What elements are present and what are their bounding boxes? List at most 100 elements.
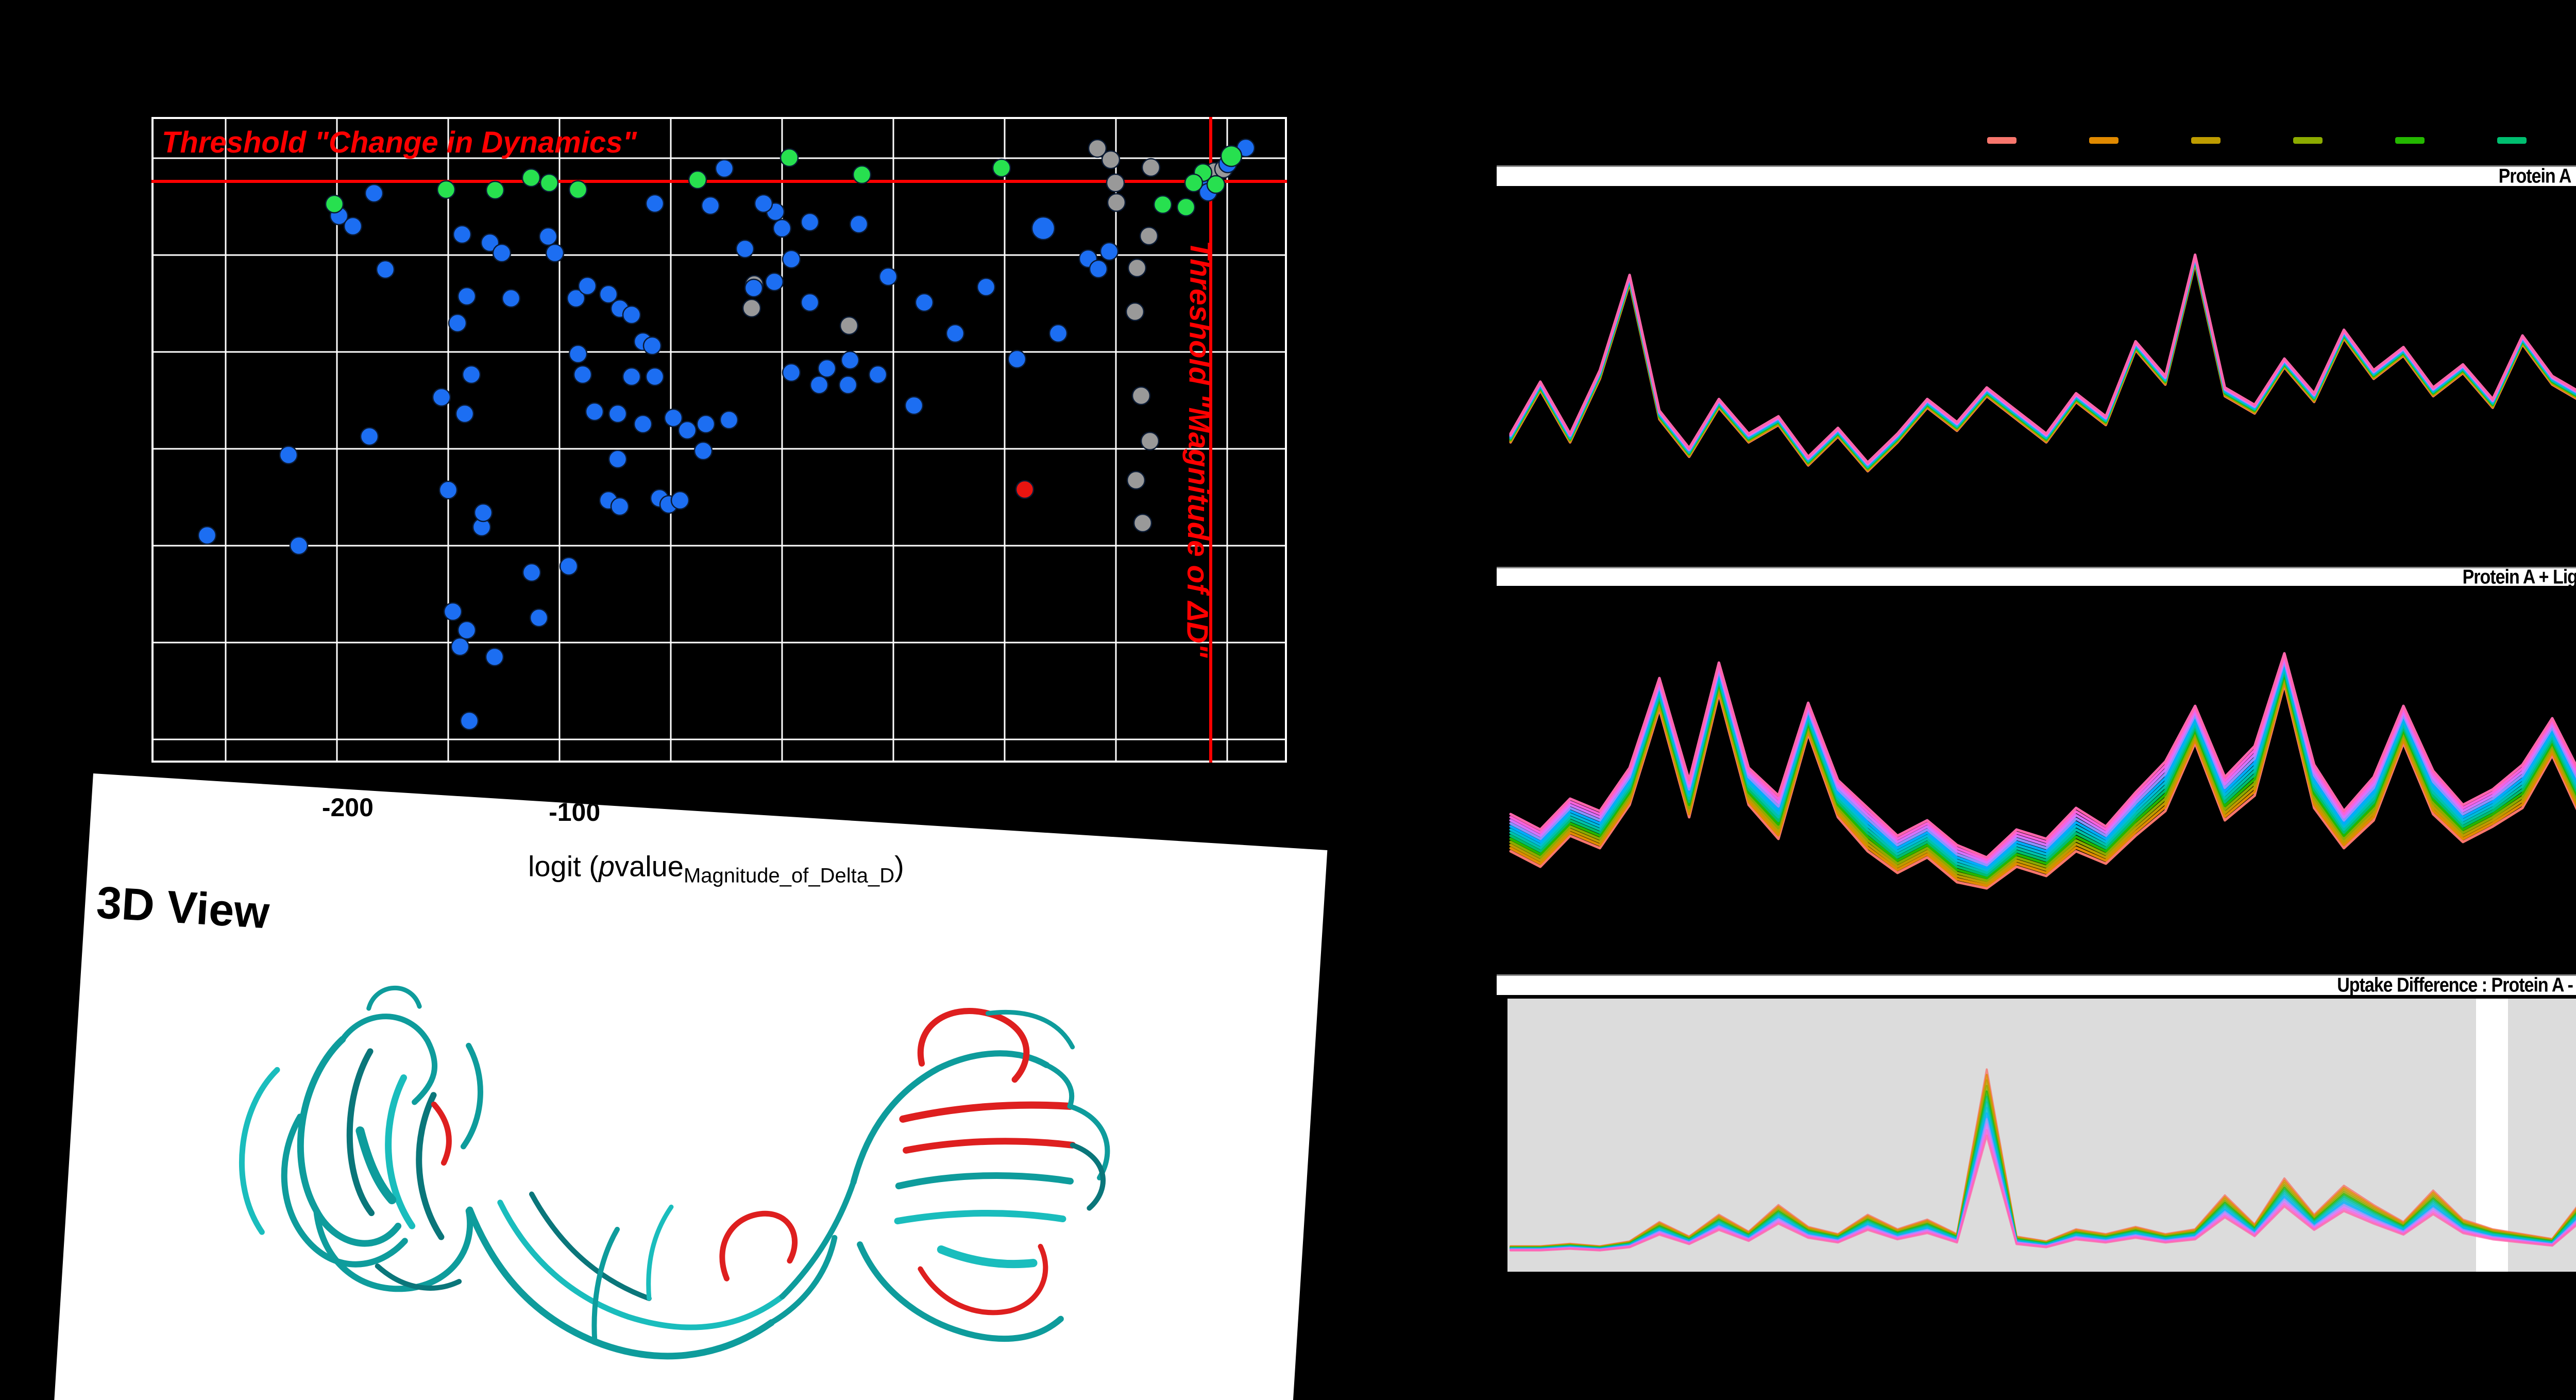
scatter-point-blue[interactable] [289, 536, 309, 555]
scatter-point-blue[interactable] [452, 225, 472, 244]
scatter-point-gray[interactable] [1133, 513, 1153, 533]
scatter-point-blue[interactable] [460, 711, 479, 731]
scatter-point-blue[interactable] [664, 408, 683, 428]
scatter-point-blue[interactable] [800, 293, 820, 312]
scatter-point-blue[interactable] [765, 272, 784, 292]
scatter-point-blue[interactable] [772, 218, 792, 238]
scatter-point-blue[interactable] [438, 480, 458, 500]
uptake-series-line[interactable] [1509, 626, 2576, 859]
scatter-point-blue[interactable] [360, 427, 379, 446]
scatter-point-blue[interactable] [364, 183, 384, 203]
scatter-point-green[interactable] [568, 180, 588, 199]
scatter-point-blue[interactable] [817, 359, 837, 378]
scatter-point-blue[interactable] [608, 404, 628, 424]
uptake-series-line[interactable] [1509, 636, 2576, 869]
uptake-series-line[interactable] [1509, 638, 2576, 872]
scatter-point-blue[interactable] [529, 608, 549, 628]
scatter-point-blue[interactable] [782, 249, 801, 269]
scatter-point-blue[interactable] [585, 402, 604, 421]
scatter-point-gray[interactable] [1125, 302, 1145, 322]
scatter-point-blue[interactable] [800, 212, 820, 232]
scatter-point-blue[interactable] [455, 404, 474, 424]
scatter-point-blue[interactable] [578, 276, 597, 296]
uptake-difference-chart[interactable] [1504, 994, 2576, 1278]
scatter-point-blue[interactable] [559, 556, 579, 576]
scatter-point-gray[interactable] [1127, 258, 1147, 278]
scatter-point-blue[interactable] [480, 233, 500, 252]
uptake-series-line[interactable] [1509, 644, 2576, 877]
uptake-series-line[interactable] [1509, 651, 2576, 885]
scatter-point-blue[interactable] [501, 289, 521, 308]
scatter-point-blue[interactable] [904, 396, 924, 415]
scatter-point-green[interactable] [436, 180, 456, 199]
scatter-point-blue[interactable] [677, 420, 697, 440]
scatter-point-green[interactable] [485, 180, 505, 200]
scatter-point-blue[interactable] [878, 267, 898, 286]
scatter-point-blue[interactable] [1048, 324, 1068, 343]
scatter-point-green[interactable] [779, 148, 799, 167]
scatter-point-green[interactable] [1184, 173, 1204, 193]
legend-swatch[interactable] [2191, 137, 2221, 144]
scatter-point-blue[interactable] [462, 365, 481, 384]
scatter-point-blue[interactable] [809, 375, 829, 395]
scatter-point-blue[interactable] [376, 260, 395, 279]
scatter-point-green[interactable] [325, 194, 344, 214]
scatter-point-blue[interactable] [849, 214, 869, 234]
legend-swatch[interactable] [2497, 137, 2527, 144]
scatter-point-blue[interactable] [622, 305, 641, 325]
scatter-point-blue[interactable] [568, 344, 588, 364]
scatter-point-blue[interactable] [696, 414, 716, 434]
scatter-point-blue[interactable] [599, 284, 618, 304]
scatter-point-blue[interactable] [645, 194, 665, 213]
scatter-point-blue[interactable] [701, 196, 720, 215]
scatter-point-green[interactable] [1176, 197, 1196, 217]
uptake-series-line[interactable] [1509, 646, 2576, 880]
scatter-point-gray[interactable] [1140, 431, 1160, 451]
volcano-plot-canvas[interactable] [151, 117, 1287, 763]
scatter-point-gray[interactable] [1088, 139, 1107, 158]
scatter-point-blue[interactable] [279, 445, 298, 465]
legend-swatch[interactable] [2089, 137, 2119, 144]
scatter-point-green[interactable] [992, 158, 1011, 178]
scatter-point-blue[interactable] [492, 243, 512, 263]
scatter-point-red[interactable] [1015, 480, 1035, 499]
scatter-point-blue[interactable] [670, 491, 690, 510]
scatter-point-blue[interactable] [443, 602, 463, 621]
scatter-point-blue[interactable] [545, 243, 565, 263]
scatter-point-gray[interactable] [1101, 150, 1121, 170]
scatter-point-blue[interactable] [1031, 216, 1056, 241]
scatter-point-blue[interactable] [485, 647, 504, 667]
scatter-point-blue[interactable] [838, 375, 858, 395]
legend-swatch[interactable] [2395, 137, 2425, 144]
scatter-point-blue[interactable] [538, 227, 558, 246]
scatter-point-green[interactable] [1153, 195, 1173, 214]
scatter-point-blue[interactable] [754, 194, 773, 213]
uptake-series-line[interactable] [1509, 631, 2576, 864]
scatter-point-blue[interactable] [450, 637, 470, 656]
scatter-point-gray[interactable] [1139, 226, 1159, 246]
scatter-point-gray[interactable] [1107, 193, 1126, 212]
uptake-series-line[interactable] [1509, 243, 2576, 464]
scatter-point-blue[interactable] [976, 277, 996, 297]
scatter-point-blue[interactable] [693, 441, 713, 461]
scatter-point-green[interactable] [539, 173, 559, 193]
scatter-point-blue[interactable] [633, 414, 653, 434]
uptake-series-line[interactable] [1509, 628, 2576, 862]
scatter-point-blue[interactable] [610, 497, 630, 516]
scatter-point-gray[interactable] [1141, 158, 1161, 177]
protein-ribbon[interactable] [124, 932, 1235, 1400]
legend-swatch[interactable] [1987, 137, 2016, 144]
scatter-point-blue[interactable] [573, 365, 592, 384]
scatter-point-blue[interactable] [744, 278, 764, 298]
scatter-point-blue[interactable] [715, 159, 734, 178]
scatter-point-blue[interactable] [197, 526, 217, 545]
scatter-point-gray[interactable] [839, 316, 859, 335]
scatter-point-green[interactable] [688, 170, 707, 190]
scatter-point-green[interactable] [1206, 175, 1226, 194]
scatter-point-blue[interactable] [457, 620, 477, 640]
scatter-point-blue[interactable] [1089, 259, 1108, 279]
uptake-chart-protein-a[interactable] [1504, 184, 2576, 567]
scatter-point-green[interactable] [1220, 145, 1243, 167]
scatter-point-blue[interactable] [522, 563, 541, 582]
scatter-point-blue[interactable] [1007, 349, 1027, 369]
